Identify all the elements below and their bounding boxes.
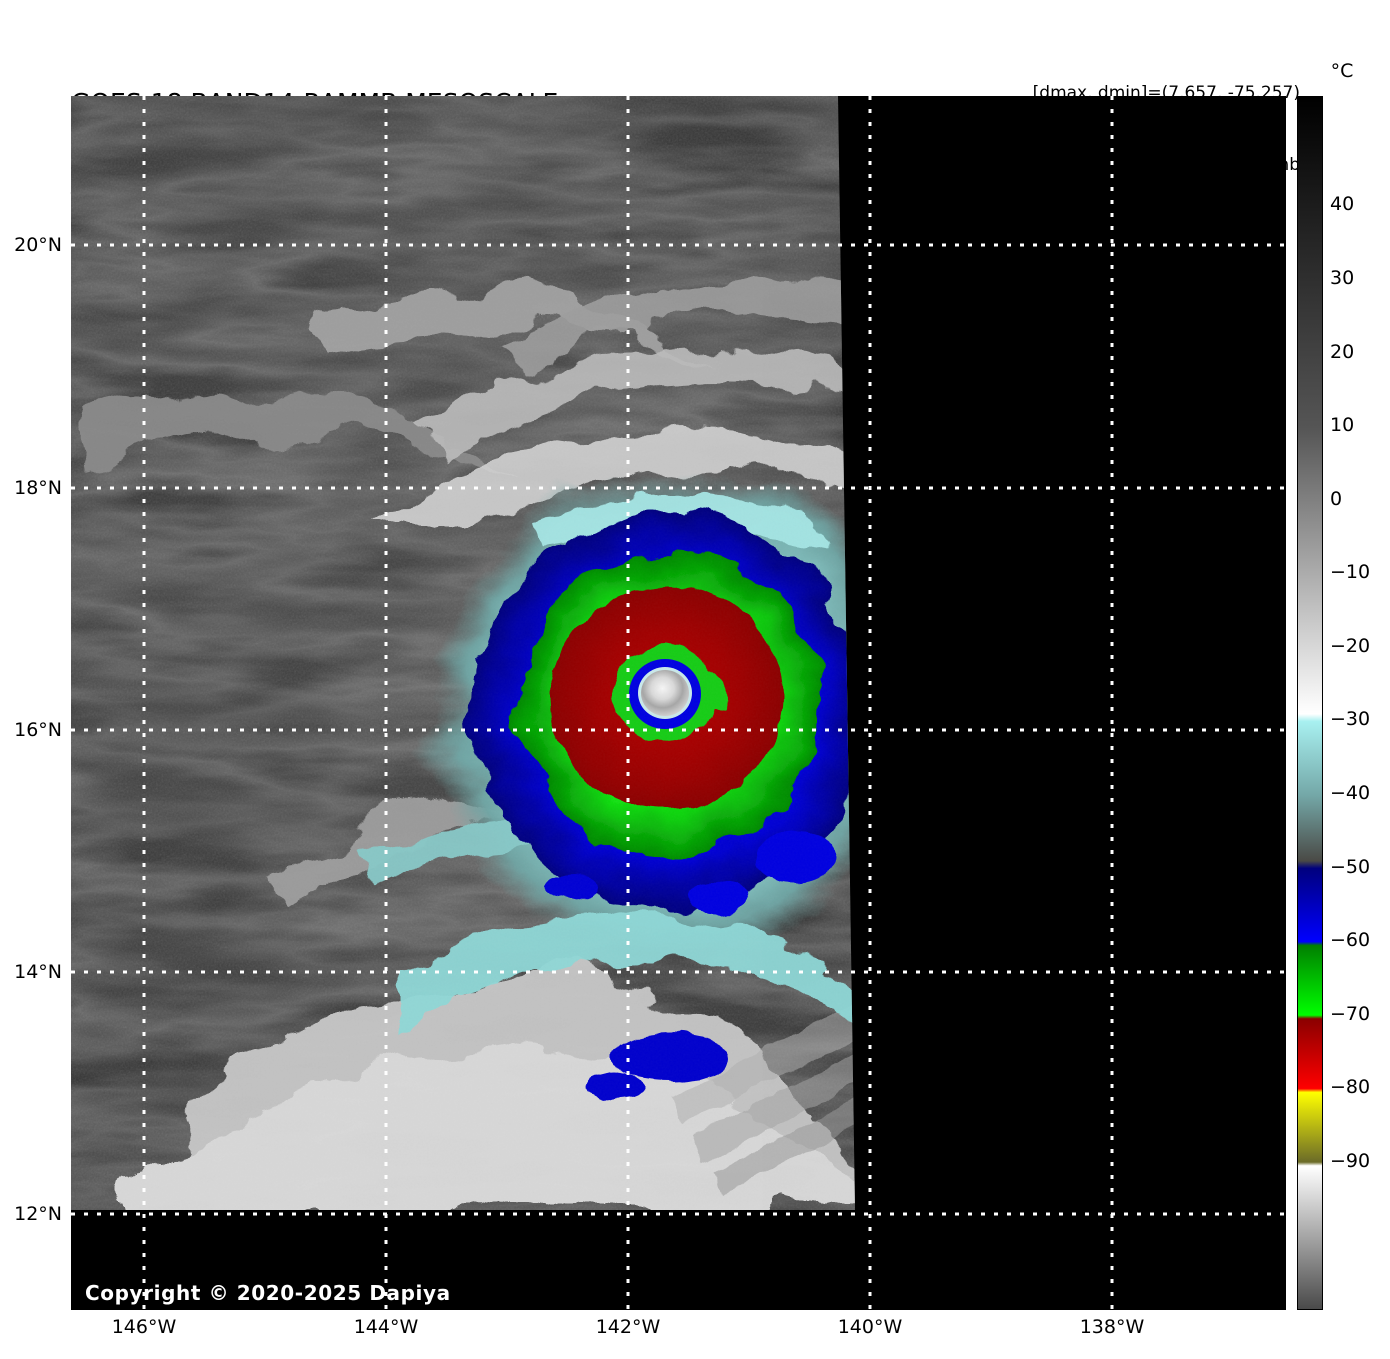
lat-tick-20: 20°N [14, 234, 62, 256]
satellite-image-plot [71, 96, 1286, 1310]
lon-tick-140: 140°W [837, 1316, 903, 1338]
lon-tick-144: 144°W [353, 1316, 419, 1338]
colorbar-tick--90: −90 [1330, 1149, 1371, 1172]
lon-tick-146: 146°W [111, 1316, 177, 1338]
colorbar-tick-40: 40 [1330, 193, 1355, 216]
lat-tick-14: 14°N [14, 961, 62, 983]
lat-tick-18: 18°N [14, 477, 62, 499]
lon-tick-138: 138°W [1079, 1316, 1145, 1338]
colorbar-tick-20: 20 [1330, 340, 1355, 363]
lon-tick-142: 142°W [595, 1316, 661, 1338]
satellite-imagery [71, 96, 1286, 1310]
temperature-colorbar [1297, 96, 1323, 1310]
colorbar-tick--20: −20 [1330, 634, 1371, 657]
sector-imagery [71, 96, 855, 1210]
colorbar-gradient [1298, 97, 1322, 1309]
colorbar-tick--40: −40 [1330, 781, 1371, 804]
colorbar-tick--50: −50 [1330, 855, 1371, 878]
colorbar-tick--60: −60 [1330, 929, 1371, 952]
copyright-label: Copyright © 2020-2025 Dapiya [85, 1281, 451, 1305]
colorbar-tick--80: −80 [1330, 1076, 1371, 1099]
lat-tick-16: 16°N [14, 719, 62, 741]
colorbar-tick--10: −10 [1330, 561, 1371, 584]
lat-tick-12: 12°N [14, 1203, 62, 1225]
colorbar-tick--30: −30 [1330, 708, 1371, 731]
colorbar-tick-10: 10 [1330, 414, 1355, 437]
colorbar-tick-0: 0 [1330, 487, 1343, 510]
colorbar-tick--70: −70 [1330, 1002, 1371, 1025]
colorbar-unit-label: °C [1330, 60, 1354, 82]
colorbar-tick-30: 30 [1330, 266, 1355, 289]
